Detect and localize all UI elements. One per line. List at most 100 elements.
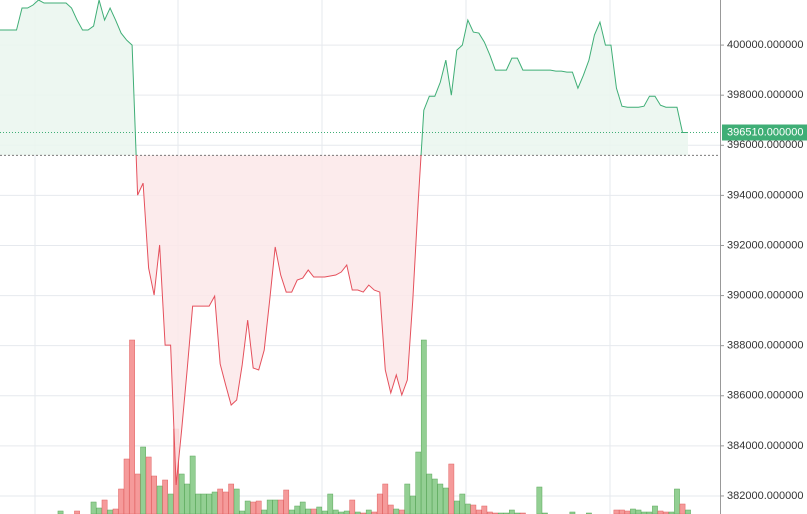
volume-bar	[536, 486, 543, 514]
volume-bar	[431, 478, 438, 514]
volume-bar	[646, 511, 653, 514]
volume-bar	[354, 511, 361, 514]
volume-bar	[195, 493, 201, 514]
volume-bar	[663, 511, 669, 514]
volume-bar	[261, 509, 268, 514]
volume-bar	[332, 509, 339, 514]
volume-bar	[57, 510, 64, 514]
price-line-up	[0, 0, 688, 156]
volume-bar	[470, 504, 477, 514]
last-value-box	[722, 124, 807, 141]
volume-bar	[255, 500, 262, 514]
volume-bar	[96, 507, 102, 514]
volume-bar	[90, 501, 97, 514]
volume-bar	[404, 483, 411, 514]
area-up	[0, 0, 688, 156]
volume-bar	[327, 493, 334, 514]
volume-bar	[140, 446, 146, 514]
volume-bar	[420, 339, 427, 514]
volume-bar	[393, 508, 400, 514]
volume-bar	[426, 473, 433, 514]
volume-bar	[316, 506, 323, 514]
volume-bar	[619, 509, 625, 514]
volume-bar	[415, 451, 422, 514]
volume-bar	[167, 493, 174, 514]
y-tick-label: 400000.000000	[727, 39, 803, 51]
volume-bar	[129, 339, 135, 514]
volume-bar	[338, 511, 345, 514]
volume-bar	[674, 488, 680, 514]
volume-bar	[371, 511, 378, 514]
volume-bar	[239, 510, 246, 514]
volume-bar	[250, 501, 257, 514]
y-tick-label: 394000.000000	[727, 189, 803, 201]
volume-bar	[299, 501, 306, 514]
volume-bar	[283, 489, 290, 514]
volume-bar	[206, 493, 213, 514]
volume-bar	[118, 488, 124, 514]
volume-bar	[464, 503, 471, 514]
volume-bar	[448, 463, 455, 514]
volume-bar	[222, 491, 229, 514]
price-line-down	[135, 155, 422, 485]
volume-bar	[569, 511, 576, 514]
volume-bar	[487, 511, 493, 514]
volume-bar	[437, 483, 444, 514]
volume-bar	[459, 493, 466, 514]
volume-bar	[613, 509, 620, 514]
volume-bar	[635, 509, 642, 514]
volume-bar	[145, 456, 152, 514]
volume-bar	[382, 483, 389, 514]
volume-bar	[624, 510, 631, 514]
volume-bar	[641, 511, 647, 514]
volume-bar	[453, 500, 460, 514]
volume-bar	[211, 491, 218, 514]
volume-bar	[151, 475, 157, 514]
y-tick-label: 386000.000000	[727, 390, 803, 402]
volume-bar	[200, 493, 207, 514]
volume-bar	[112, 508, 119, 514]
volume-bar	[74, 510, 80, 514]
volume-bar	[630, 508, 636, 514]
volume-bar	[156, 485, 163, 514]
area-down	[136, 155, 422, 485]
last-value-label: 396510.000000	[727, 126, 803, 138]
volume-bar	[321, 510, 328, 514]
y-tick-label: 384000.000000	[727, 440, 803, 452]
volume-bars	[57, 339, 691, 514]
volume-bar	[101, 499, 108, 514]
volume-bar	[481, 505, 488, 514]
volume-bar	[657, 510, 664, 514]
volume-bar	[244, 500, 251, 514]
volume-bar	[162, 479, 168, 514]
y-tick-label: 388000.000000	[727, 340, 803, 352]
y-tick-label: 382000.000000	[727, 490, 803, 502]
volume-bar	[233, 488, 240, 514]
volume-bar	[652, 505, 658, 514]
volume-bar	[398, 509, 405, 514]
volume-bar	[288, 509, 295, 514]
volume-bar	[277, 499, 284, 514]
y-tick-label: 392000.000000	[727, 239, 803, 251]
volume-bar	[272, 499, 279, 514]
volume-bar	[475, 509, 482, 514]
volume-bar	[509, 509, 515, 514]
volume-bar	[266, 499, 273, 514]
volume-bar	[123, 458, 130, 514]
volume-bar	[310, 508, 317, 514]
volume-bar	[189, 455, 196, 514]
volume-bar	[178, 473, 185, 514]
volume-bar	[685, 509, 691, 514]
volume-bar	[217, 488, 224, 514]
volume-bar	[365, 509, 372, 514]
volume-bar	[305, 508, 312, 514]
volume-bar	[409, 495, 416, 514]
volume-bar	[387, 504, 394, 514]
volume-bar	[228, 483, 235, 514]
y-tick-label: 396000.000000	[727, 139, 803, 151]
volume-bar	[343, 510, 350, 514]
volume-bar	[107, 509, 113, 514]
volume-bar	[134, 473, 141, 514]
volume-bar	[294, 505, 301, 514]
